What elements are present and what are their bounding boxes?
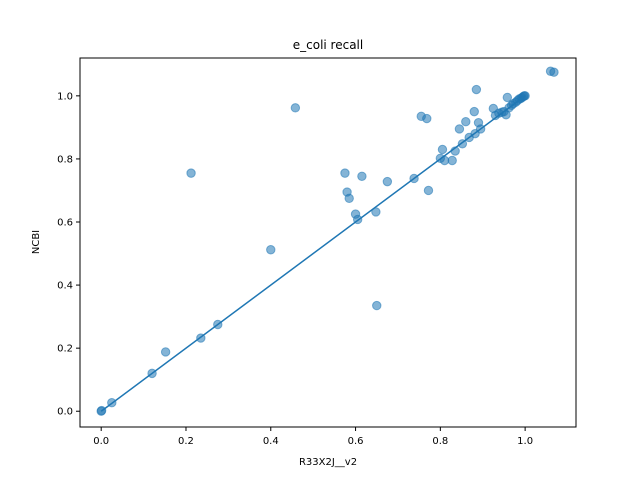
x-tick-label-3: 0.6	[348, 436, 364, 447]
plot-frame	[79, 57, 577, 428]
data-point-15	[357, 171, 367, 181]
y-tick-label-4: 0.8	[57, 154, 73, 165]
x-tick-label-1: 0.2	[178, 436, 194, 447]
data-point-4	[160, 347, 171, 357]
y-tick-label-0: 0.0	[57, 407, 73, 418]
data-point-30	[461, 117, 471, 127]
x-tick-label-5: 1.0	[517, 436, 533, 447]
data-point-18	[382, 176, 393, 187]
y-axis-label: NCBI	[31, 230, 42, 254]
x-tick-label-2: 0.4	[263, 436, 279, 447]
data-point-28	[454, 124, 465, 134]
x-axis-label: R33X2J__v2	[299, 457, 357, 468]
data-point-34	[471, 84, 482, 95]
y-tick-label-3: 0.6	[57, 218, 73, 229]
data-point-24	[437, 144, 448, 155]
x-tick-label-0: 0.0	[93, 436, 109, 447]
x-tick-label-4: 0.8	[432, 436, 448, 447]
y-tick-label-1: 0.2	[57, 344, 73, 355]
diagonal-line-layer	[100, 95, 526, 412]
data-point-10	[340, 168, 350, 178]
data-point-5	[186, 168, 196, 178]
chart-title: e_coli recall	[293, 38, 363, 52]
data-point-22	[423, 185, 434, 196]
data-point-17	[372, 300, 382, 311]
y-tick-label-2: 0.4	[57, 281, 73, 292]
data-point-9	[290, 103, 301, 113]
data-point-43	[502, 92, 513, 103]
x-axis-ticks: 0.0 0.2 0.4 0.6 0.8 1.0	[93, 427, 533, 447]
y-tick-label-5: 1.0	[57, 91, 73, 102]
y-axis-ticks: 0.0 0.2 0.4 0.6 0.8 1.0	[57, 91, 80, 418]
data-point-8	[266, 245, 276, 255]
data-point-32	[469, 106, 479, 117]
data-point-56	[549, 67, 559, 77]
data-point-12	[344, 193, 354, 204]
data-point-21	[422, 113, 432, 124]
data-point-26	[447, 155, 457, 166]
diagonal-line	[100, 95, 526, 412]
